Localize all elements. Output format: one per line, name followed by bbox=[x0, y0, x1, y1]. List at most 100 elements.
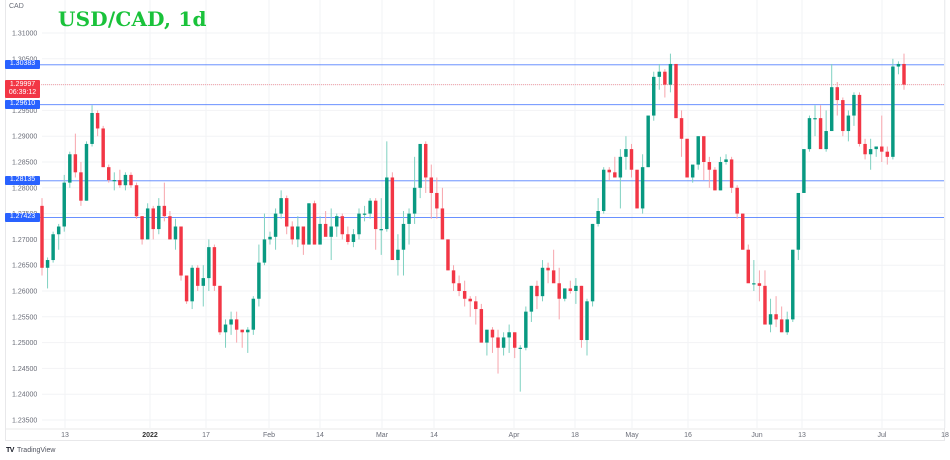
candle[interactable] bbox=[824, 110, 828, 152]
candle[interactable] bbox=[73, 133, 78, 178]
candle[interactable] bbox=[279, 190, 283, 219]
candle[interactable] bbox=[529, 285, 534, 322]
candle[interactable] bbox=[340, 213, 345, 240]
candle[interactable] bbox=[629, 143, 634, 178]
candle[interactable] bbox=[518, 345, 522, 392]
candle[interactable] bbox=[101, 125, 105, 168]
candle[interactable] bbox=[568, 280, 573, 294]
candle[interactable] bbox=[735, 185, 739, 219]
candle[interactable] bbox=[257, 244, 261, 307]
candle[interactable] bbox=[557, 267, 561, 320]
candle[interactable] bbox=[596, 198, 600, 227]
candle[interactable] bbox=[262, 213, 267, 266]
candle[interactable] bbox=[129, 172, 133, 188]
candle[interactable] bbox=[574, 278, 578, 304]
candle[interactable] bbox=[273, 208, 278, 250]
candle[interactable] bbox=[335, 213, 339, 237]
candle[interactable] bbox=[501, 332, 506, 356]
candle[interactable] bbox=[207, 239, 211, 291]
candlestick-chart[interactable]: 1.310001.305001.300001.295001.290001.285… bbox=[0, 0, 950, 441]
candle[interactable] bbox=[490, 327, 495, 353]
candle[interactable] bbox=[40, 198, 44, 276]
candle[interactable] bbox=[234, 311, 239, 343]
candle[interactable] bbox=[524, 306, 528, 351]
candle[interactable] bbox=[290, 221, 294, 245]
candle[interactable] bbox=[284, 195, 289, 235]
candle[interactable] bbox=[56, 223, 61, 250]
candle[interactable] bbox=[157, 198, 161, 235]
candle[interactable] bbox=[841, 97, 845, 137]
candle[interactable] bbox=[746, 244, 751, 284]
candle[interactable] bbox=[496, 329, 500, 374]
candle[interactable] bbox=[79, 162, 83, 206]
candle[interactable] bbox=[390, 172, 395, 261]
candle[interactable] bbox=[768, 298, 773, 333]
candle[interactable] bbox=[740, 213, 745, 250]
candle[interactable] bbox=[212, 244, 217, 291]
candle[interactable] bbox=[668, 53, 673, 93]
candle[interactable] bbox=[151, 205, 155, 240]
candle[interactable] bbox=[752, 260, 756, 291]
candle[interactable] bbox=[246, 327, 250, 353]
candle[interactable] bbox=[613, 156, 617, 178]
candle[interactable] bbox=[802, 149, 806, 193]
footer-branding[interactable]: TV TradingView bbox=[6, 447, 55, 454]
candle[interactable] bbox=[90, 105, 94, 147]
candle[interactable] bbox=[607, 167, 611, 181]
candle[interactable] bbox=[123, 172, 128, 191]
candle[interactable] bbox=[296, 216, 300, 248]
candle[interactable] bbox=[829, 63, 834, 132]
candle[interactable] bbox=[724, 154, 728, 165]
candle[interactable] bbox=[546, 262, 550, 284]
candle[interactable] bbox=[62, 174, 66, 232]
candle[interactable] bbox=[201, 265, 206, 307]
candle[interactable] bbox=[891, 58, 895, 160]
candle[interactable] bbox=[312, 200, 317, 245]
candle[interactable] bbox=[173, 218, 178, 250]
candle[interactable] bbox=[785, 311, 789, 335]
candle[interactable] bbox=[774, 296, 778, 328]
candle[interactable] bbox=[462, 280, 467, 307]
candle[interactable] bbox=[479, 303, 484, 343]
candle[interactable] bbox=[95, 110, 100, 137]
candle[interactable] bbox=[640, 154, 645, 214]
candle[interactable] bbox=[429, 164, 434, 219]
candle[interactable] bbox=[68, 151, 72, 188]
candle[interactable] bbox=[685, 138, 689, 178]
candle[interactable] bbox=[540, 260, 545, 302]
candle[interactable] bbox=[195, 265, 200, 291]
candle[interactable] bbox=[485, 329, 489, 356]
candle[interactable] bbox=[368, 198, 372, 219]
candle[interactable] bbox=[268, 231, 272, 245]
candle[interactable] bbox=[852, 92, 856, 126]
candle[interactable] bbox=[690, 164, 695, 183]
candle[interactable] bbox=[729, 156, 734, 193]
candle[interactable] bbox=[251, 296, 256, 335]
candle[interactable] bbox=[184, 275, 189, 304]
candle[interactable] bbox=[407, 208, 411, 245]
candle[interactable] bbox=[601, 167, 606, 214]
candle[interactable] bbox=[168, 211, 172, 240]
candle[interactable] bbox=[301, 226, 306, 255]
candle[interactable] bbox=[474, 296, 478, 325]
candle[interactable] bbox=[679, 110, 684, 157]
candle[interactable] bbox=[451, 265, 456, 291]
candle[interactable] bbox=[351, 229, 356, 248]
candle[interactable] bbox=[412, 156, 417, 224]
candle[interactable] bbox=[140, 216, 144, 245]
candle[interactable] bbox=[346, 226, 350, 245]
candle[interactable] bbox=[880, 115, 884, 162]
candle[interactable] bbox=[674, 63, 678, 119]
candle[interactable] bbox=[563, 288, 567, 302]
candle[interactable] bbox=[357, 208, 361, 240]
candle[interactable] bbox=[663, 69, 667, 98]
candle[interactable] bbox=[791, 249, 795, 322]
candle[interactable] bbox=[702, 136, 706, 181]
candle[interactable] bbox=[813, 105, 817, 137]
candle[interactable] bbox=[468, 296, 472, 317]
candle[interactable] bbox=[902, 53, 906, 90]
candle[interactable] bbox=[857, 92, 862, 147]
candle[interactable] bbox=[418, 143, 422, 199]
candle[interactable] bbox=[190, 265, 194, 310]
candle[interactable] bbox=[318, 216, 322, 245]
